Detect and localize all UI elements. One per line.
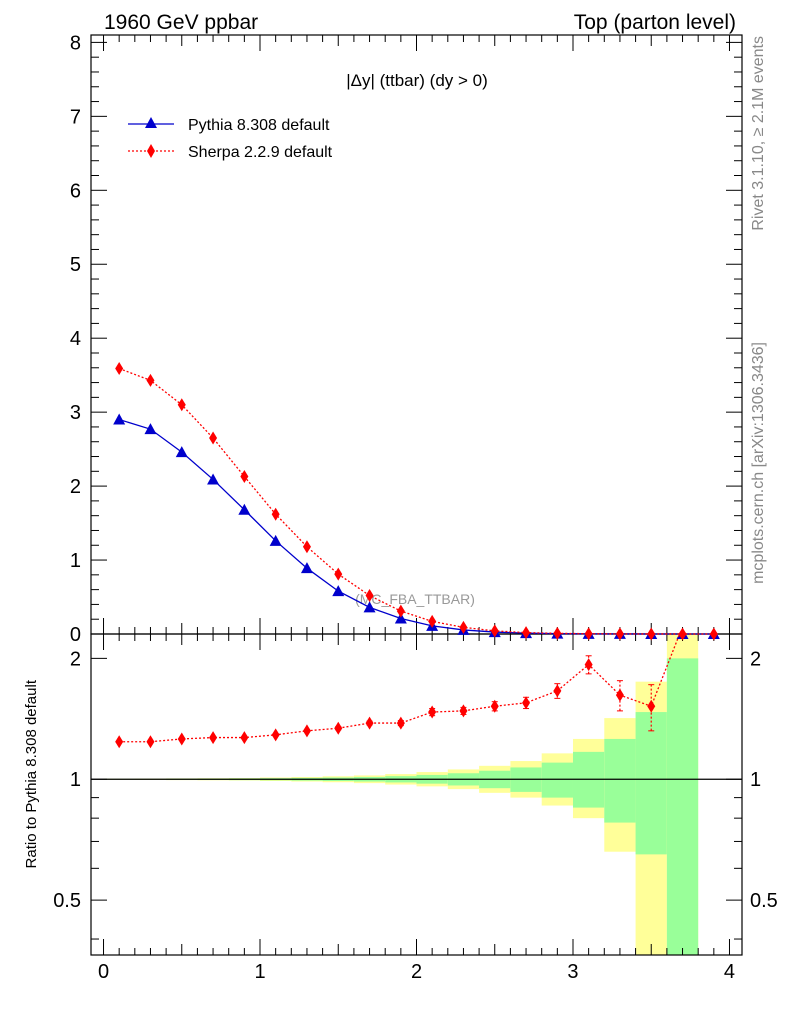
- sherpa-ratio-marker: [271, 728, 280, 742]
- rivet-version-label: Rivet 3.1.10, ≥ 2.1M events: [750, 36, 767, 231]
- sherpa-ratio-marker: [522, 696, 531, 710]
- main-y-tick-label: 8: [70, 32, 81, 54]
- x-axis: 0 1 2 3 4: [98, 35, 735, 983]
- legend-sherpa-label: Sherpa 2.2.9 default: [188, 144, 333, 161]
- sherpa-ratio-marker: [459, 704, 468, 718]
- sherpa-ratio-marker: [396, 716, 405, 730]
- sherpa-marker: [302, 540, 311, 554]
- x-tick-label: 0: [98, 961, 109, 983]
- pythia-marker: [175, 446, 188, 458]
- sherpa-ratio-marker: [428, 705, 437, 719]
- main-y-tick-label: 3: [70, 402, 81, 424]
- pythia-marker: [144, 423, 157, 435]
- sherpa-ratio-marker: [146, 735, 155, 749]
- pythia-marker: [300, 562, 313, 574]
- inner-band-bin: [635, 712, 667, 855]
- inner-band-bin: [541, 762, 573, 798]
- sherpa-marker: [553, 626, 562, 640]
- main-y-tick-label: 6: [70, 180, 81, 202]
- sherpa-ratio-marker: [302, 724, 311, 738]
- ratio-series: [115, 634, 681, 749]
- sherpa-marker: [584, 627, 593, 641]
- sherpa-ratio-marker: [240, 731, 249, 745]
- header-right-title: Top (parton level): [574, 11, 736, 34]
- pythia-marker: [394, 612, 407, 624]
- sherpa-ratio-marker: [490, 699, 499, 713]
- sherpa-ratio-marker: [209, 731, 218, 745]
- sherpa-marker: [615, 627, 624, 641]
- sherpa-ratio-marker: [365, 716, 374, 730]
- legend: Pythia 8.308 default Sherpa 2.2.9 defaul…: [128, 117, 333, 161]
- sherpa-ratio-marker: [553, 684, 562, 698]
- x-tick-label: 1: [254, 961, 265, 983]
- sherpa-marker: [209, 431, 218, 445]
- main-y-tick-label: 0: [70, 624, 81, 646]
- ratio-y-axis: 0.5 0.5 1 1 2 2: [53, 648, 778, 940]
- sherpa-ratio-marker: [647, 699, 656, 713]
- sherpa-ratio-marker: [177, 732, 186, 746]
- main-y-tick-label: 4: [70, 328, 81, 350]
- pythia-marker: [238, 503, 251, 515]
- main-y-tick-label: 7: [70, 106, 81, 128]
- sherpa-marker: [428, 614, 437, 628]
- sherpa-ratio-marker: [584, 658, 593, 672]
- x-tick-label: 3: [567, 961, 578, 983]
- sherpa-marker: [271, 507, 280, 521]
- main-y-tick-label: 1: [70, 550, 81, 572]
- sherpa-marker: [522, 626, 531, 640]
- main-y-tick-label: 2: [70, 476, 81, 498]
- main-y-axis: 0 1 2 3 4 5 6 7 8: [70, 32, 742, 646]
- x-tick-label: 2: [411, 961, 422, 983]
- sherpa-marker: [146, 373, 155, 387]
- sherpa-marker: [396, 604, 405, 618]
- pythia-marker: [363, 601, 376, 613]
- main-series: [113, 362, 720, 641]
- mcplots-reference-label: mcplots.cern.ch [arXiv:1306.3436]: [750, 342, 767, 584]
- sherpa-marker: [459, 620, 468, 634]
- pythia-marker: [207, 473, 220, 485]
- pythia-marker: [332, 585, 345, 597]
- analysis-watermark: (MC_FBA_TTBAR): [355, 591, 475, 607]
- inner-band-bin: [666, 658, 699, 955]
- sherpa-marker: [365, 589, 374, 603]
- ratio-y-tick-label-right: 0.5: [750, 890, 778, 912]
- main-plot-title: |Δy| (ttbar) (dy > 0): [346, 71, 488, 90]
- ratio-y-tick-label-right: 1: [750, 769, 761, 791]
- sherpa-ratio-marker: [334, 721, 343, 735]
- ratio-y-tick-label: 2: [70, 648, 81, 670]
- sherpa-marker: [334, 567, 343, 581]
- inner-band-bin: [604, 738, 636, 823]
- legend-pythia-label: Pythia 8.308 default: [188, 117, 330, 134]
- ratio-uncertainty-bands: [103, 634, 699, 955]
- pythia-marker: [269, 534, 282, 546]
- ratio-y-tick-label-right: 2: [750, 648, 761, 670]
- legend-pythia-marker: [145, 117, 157, 128]
- sherpa-ratio-marker: [615, 688, 624, 702]
- pythia-marker: [113, 413, 126, 425]
- x-tick-label: 4: [724, 961, 735, 983]
- sherpa-marker: [490, 624, 499, 638]
- legend-sherpa-marker: [147, 144, 155, 158]
- sherpa-marker: [240, 469, 249, 483]
- sherpa-marker: [177, 398, 186, 412]
- main-y-tick-label: 5: [70, 254, 81, 276]
- sherpa-marker: [115, 362, 124, 376]
- header-left-title: 1960 GeV ppbar: [104, 11, 258, 34]
- ratio-y-axis-label: Ratio to Pythia 8.308 default: [23, 679, 40, 868]
- ratio-y-tick-label: 0.5: [53, 890, 81, 912]
- ratio-y-tick-label: 1: [70, 769, 81, 791]
- sherpa-marker: [709, 627, 718, 641]
- sherpa-marker: [647, 627, 656, 641]
- sherpa-line: [118, 367, 714, 635]
- sherpa-marker: [678, 627, 687, 641]
- sherpa-ratio-marker: [115, 735, 124, 749]
